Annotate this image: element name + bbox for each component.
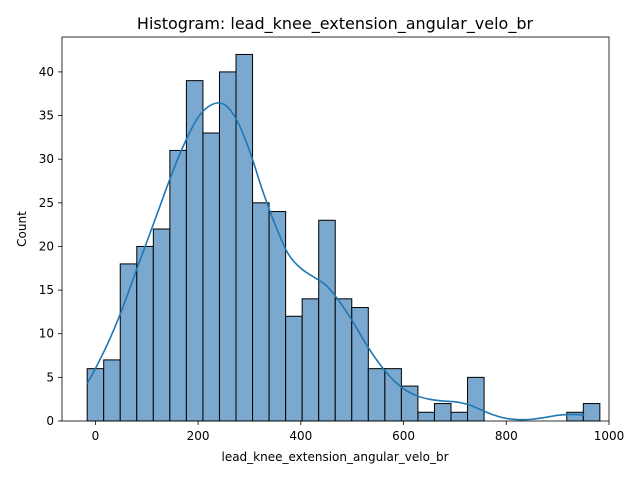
histogram-bar [136, 245, 154, 422]
histogram-bar [169, 149, 187, 422]
histogram-bar [433, 403, 452, 422]
x-tick-label: 0 [92, 429, 100, 443]
histogram-bar [582, 403, 601, 422]
histogram-bar [119, 263, 138, 422]
x-axis-ticks: 0 200 400 600 800 1000 [92, 421, 625, 443]
y-axis-ticks: 0 5 10 15 20 25 30 35 40 [39, 65, 62, 428]
histogram-bar [285, 315, 303, 422]
histogram-bar [318, 219, 336, 422]
histogram-bar [103, 359, 121, 422]
y-tick-label: 0 [46, 414, 54, 428]
chart-title: Histogram: lead_knee_extension_angular_v… [137, 14, 534, 34]
x-tick-label: 600 [392, 429, 415, 443]
histogram-bar [467, 376, 485, 422]
kde-curve [86, 102, 585, 421]
x-tick-label: 1000 [594, 429, 625, 443]
x-axis-label: lead_knee_extension_angular_velo_br [221, 450, 448, 464]
histogram-bar [384, 368, 402, 422]
x-tick-label: 200 [187, 429, 210, 443]
histogram-bar [252, 202, 270, 422]
x-tick-label: 400 [289, 429, 312, 443]
y-tick-label: 15 [39, 283, 54, 297]
x-tick-label: 800 [495, 429, 518, 443]
bars-group [86, 53, 601, 422]
histogram-bar [450, 411, 469, 422]
y-tick-label: 5 [46, 370, 54, 384]
histogram-bar [218, 71, 237, 422]
y-tick-label: 30 [39, 152, 54, 166]
histogram-bar [202, 132, 220, 422]
y-tick-label: 40 [39, 65, 54, 79]
histogram-bar [185, 80, 204, 422]
histogram-bar [417, 411, 435, 422]
histogram-bar [301, 298, 320, 422]
y-tick-label: 35 [39, 109, 54, 123]
y-tick-label: 25 [39, 196, 54, 210]
histogram-bar [86, 368, 105, 422]
plot-frame [61, 36, 610, 422]
y-tick-label: 20 [39, 239, 54, 253]
y-tick-label: 10 [39, 327, 54, 341]
histogram-bar [367, 368, 386, 422]
histogram-bar [235, 53, 254, 422]
y-axis-label: Count [15, 211, 29, 247]
histogram-bar [566, 411, 584, 422]
histogram-bar [400, 385, 419, 422]
histogram-bar [152, 228, 171, 422]
